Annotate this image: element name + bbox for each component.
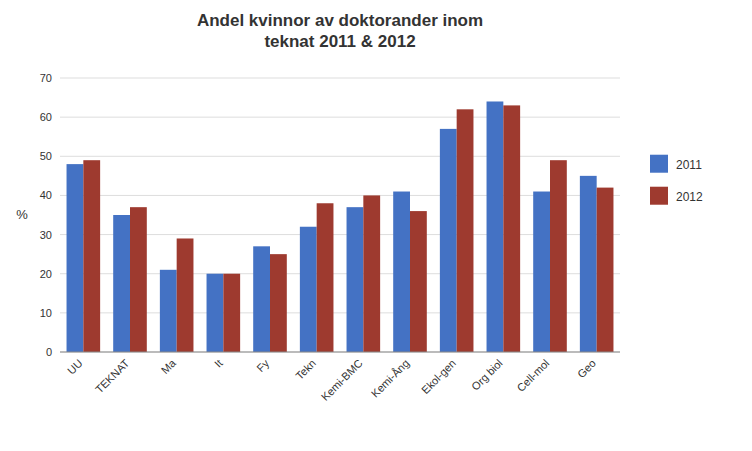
chart-container: Andel kvinnor av doktorander inom teknat … bbox=[0, 0, 752, 451]
y-tick-label: 60 bbox=[40, 111, 52, 123]
bar bbox=[503, 105, 520, 352]
grid-line bbox=[60, 156, 620, 157]
legend: 2011 2012 bbox=[650, 155, 703, 205]
bar bbox=[113, 215, 130, 352]
bar bbox=[487, 101, 504, 352]
x-tick-label: Tekn bbox=[293, 357, 318, 382]
y-tick-label: 40 bbox=[40, 189, 52, 201]
grid-line bbox=[60, 117, 620, 118]
bar bbox=[580, 176, 597, 352]
y-axis-label: % bbox=[16, 207, 28, 222]
x-tick-label: Ma bbox=[159, 356, 179, 376]
legend-label: 2012 bbox=[676, 190, 703, 204]
grid-line bbox=[60, 78, 620, 79]
y-tick-label: 0 bbox=[46, 346, 52, 358]
bar bbox=[410, 211, 427, 352]
x-tick-label: It bbox=[212, 357, 225, 370]
bar bbox=[393, 192, 410, 352]
bar bbox=[207, 274, 224, 352]
bar bbox=[363, 195, 380, 352]
bar bbox=[130, 207, 147, 352]
y-tick-label: 50 bbox=[40, 150, 52, 162]
y-tick-label: 10 bbox=[40, 307, 52, 319]
grid-line bbox=[60, 352, 620, 353]
bar bbox=[440, 129, 457, 352]
bar bbox=[533, 192, 550, 352]
grid bbox=[60, 78, 620, 352]
y-tick-label: 70 bbox=[40, 72, 52, 84]
bar bbox=[177, 238, 194, 352]
x-tick-label: TEKNAT bbox=[93, 357, 132, 396]
x-tick-label: UU bbox=[65, 357, 85, 377]
bar bbox=[270, 254, 287, 352]
chart-title: Andel kvinnor av doktorander inom teknat … bbox=[197, 11, 483, 51]
legend-swatch bbox=[650, 187, 668, 205]
bar bbox=[300, 227, 317, 352]
x-tick-label: Ekol-gen bbox=[419, 357, 458, 396]
bar bbox=[253, 246, 270, 352]
bar bbox=[67, 164, 84, 352]
x-axis-line bbox=[60, 352, 620, 353]
bars bbox=[67, 101, 614, 352]
y-tick-label: 20 bbox=[40, 268, 52, 280]
title-line: teknat 2011 & 2012 bbox=[264, 32, 415, 51]
bar bbox=[223, 274, 240, 352]
y-tick-label: 30 bbox=[40, 229, 52, 241]
x-tick-label: Kemi-Ång bbox=[369, 357, 412, 400]
bar bbox=[457, 109, 474, 352]
bar bbox=[317, 203, 334, 352]
x-tick-label: Org biol bbox=[469, 357, 505, 393]
chart-svg: Andel kvinnor av doktorander inom teknat … bbox=[0, 0, 752, 451]
bar bbox=[160, 270, 177, 352]
bar bbox=[83, 160, 100, 352]
x-tick-label: Kemi-BMC bbox=[319, 357, 365, 403]
x-tick-label: Cell-mol bbox=[514, 357, 551, 394]
legend-swatch bbox=[650, 155, 668, 173]
bar bbox=[597, 188, 614, 352]
x-tick-label: Fy bbox=[254, 357, 271, 374]
title-line: Andel kvinnor av doktorander inom bbox=[197, 11, 483, 30]
legend-label: 2011 bbox=[676, 158, 702, 172]
bar bbox=[347, 207, 364, 352]
bar bbox=[550, 160, 567, 352]
x-tick-label: Geo bbox=[575, 357, 598, 380]
